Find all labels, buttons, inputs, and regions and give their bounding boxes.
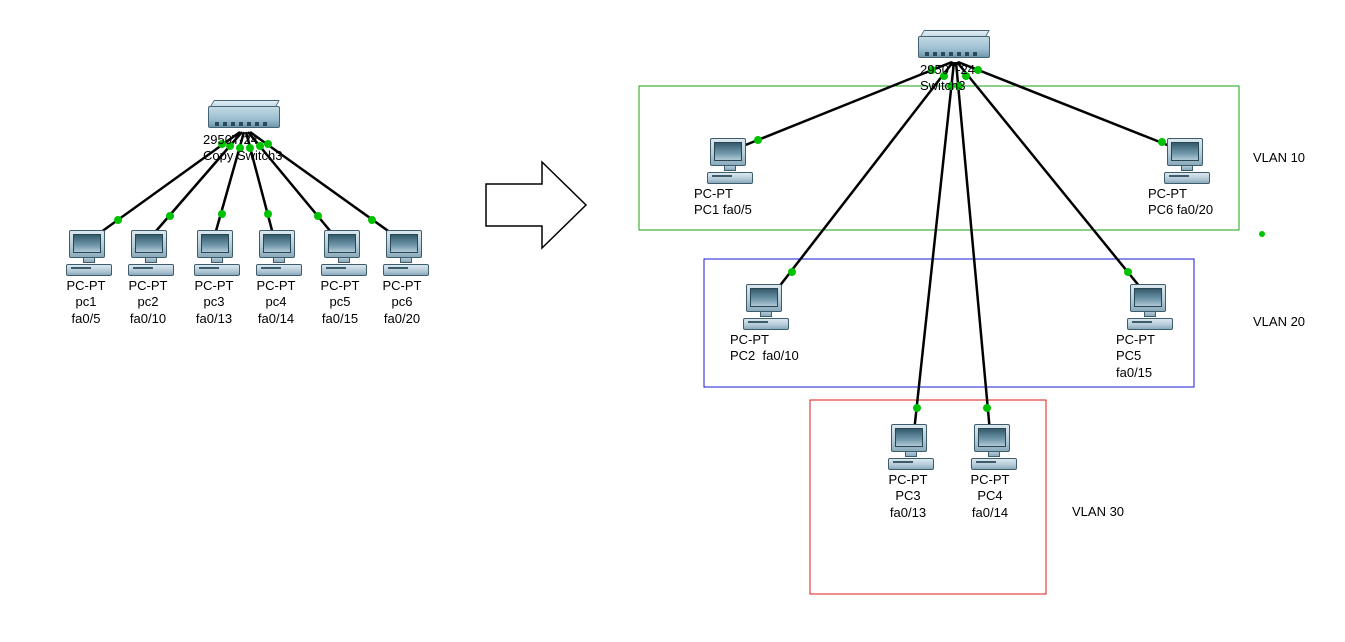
vlan30-text: VLAN 30: [1072, 504, 1124, 519]
right-pc2-label: PC-PT PC2 fa0/10: [730, 332, 799, 365]
left-pc4-icon: [255, 230, 303, 276]
left-pc4-port: fa0/14: [258, 311, 294, 326]
right-pc1-port: fa0/5: [723, 202, 752, 217]
left-pc1-name: pc1: [76, 294, 97, 309]
left-pc4-name: pc4: [266, 294, 287, 309]
stray-dot: [1259, 231, 1265, 237]
right-switch-model: 2950T-24: [920, 62, 975, 77]
right-pc6-label: PC-PT PC6 fa0/20: [1148, 186, 1213, 219]
right-pc6-type: PC-PT: [1148, 186, 1187, 201]
left-pc5-label: PC-PT pc5 fa0/15: [312, 278, 368, 327]
right-pc3-icon: [887, 424, 935, 470]
right-pc3-name: PC3: [895, 488, 920, 503]
left-pc4-type: PC-PT: [257, 278, 296, 293]
right-pc3-label: PC-PT PC3 fa0/13: [876, 472, 940, 521]
right-pc5-icon: [1126, 284, 1174, 330]
left-pc5-name: pc5: [330, 294, 351, 309]
vlan20-label: VLAN 20: [1253, 314, 1305, 330]
left-switch-model: 2950T-24: [203, 132, 258, 147]
left-pc5-type: PC-PT: [321, 278, 360, 293]
right-pc5-label: PC-PT PC5 fa0/15: [1116, 332, 1155, 381]
right-pc1-icon: [706, 138, 754, 184]
left-pc3-icon: [193, 230, 241, 276]
left-pc3-type: PC-PT: [195, 278, 234, 293]
left-pc4-label: PC-PT pc4 fa0/14: [248, 278, 304, 327]
left-pc6-label: PC-PT pc6 fa0/20: [374, 278, 430, 327]
vlan30-label: VLAN 30: [1072, 504, 1124, 520]
vlan10-text: VLAN 10: [1253, 150, 1305, 165]
left-pc1-type: PC-PT: [67, 278, 106, 293]
right-pc2-type: PC-PT: [730, 332, 769, 347]
right-pc3-port: fa0/13: [890, 505, 926, 520]
right-pc4-icon: [970, 424, 1018, 470]
left-pc3-label: PC-PT pc3 fa0/13: [186, 278, 242, 327]
arrow: [486, 162, 586, 248]
left-pc2-port: fa0/10: [130, 311, 166, 326]
right-pc3-type: PC-PT: [889, 472, 928, 487]
right-pc2-name: PC2: [730, 348, 755, 363]
right-switch-icon: [918, 36, 988, 64]
left-pc2-type: PC-PT: [129, 278, 168, 293]
right-pc1-name: PC1: [694, 202, 719, 217]
left-switch-icon: [208, 106, 278, 134]
right-pc1-type: PC-PT: [694, 186, 733, 201]
right-pc6-icon: [1163, 138, 1211, 184]
left-pc5-icon: [320, 230, 368, 276]
right-links: [738, 62, 1180, 432]
left-switch-name: Copy Switch3: [203, 148, 282, 163]
left-pc3-port: fa0/13: [196, 311, 232, 326]
right-switch-name: Switch3: [920, 78, 966, 93]
left-pc2-label: PC-PT pc2 fa0/10: [120, 278, 176, 327]
right-pc5-name: PC5: [1116, 348, 1141, 363]
left-pc6-port: fa0/20: [384, 311, 420, 326]
left-pc2-name: pc2: [138, 294, 159, 309]
right-pc4-name: PC4: [977, 488, 1002, 503]
right-pc5-type: PC-PT: [1116, 332, 1155, 347]
right-pc2-icon: [742, 284, 790, 330]
right-pc5-port: fa0/15: [1116, 365, 1152, 380]
left-pc6-name: pc6: [392, 294, 413, 309]
vlan10-label: VLAN 10: [1253, 150, 1305, 166]
left-switch-label: 2950T-24 Copy Switch3: [203, 132, 282, 165]
left-pc3-name: pc3: [204, 294, 225, 309]
vlan20-text: VLAN 20: [1253, 314, 1305, 329]
right-switch-label: 2950T-24 Switch3: [920, 62, 975, 95]
diagram-canvas: 2950T-24 Copy Switch3 PC-PT pc1 fa0/5 PC…: [0, 0, 1345, 642]
left-pc1-label: PC-PT pc1 fa0/5: [58, 278, 114, 327]
left-pc2-icon: [127, 230, 175, 276]
right-pc6-name: PC6: [1148, 202, 1173, 217]
right-pc4-type: PC-PT: [971, 472, 1010, 487]
left-pc6-type: PC-PT: [383, 278, 422, 293]
right-pc2-port: fa0/10: [763, 348, 799, 363]
left-pc1-port: fa0/5: [72, 311, 101, 326]
left-pc6-icon: [382, 230, 430, 276]
left-pc1-icon: [65, 230, 113, 276]
right-pc1-label: PC-PT PC1 fa0/5: [694, 186, 752, 219]
right-pc4-label: PC-PT PC4 fa0/14: [958, 472, 1022, 521]
right-pc6-port: fa0/20: [1177, 202, 1213, 217]
left-pc5-port: fa0/15: [322, 311, 358, 326]
right-pc4-port: fa0/14: [972, 505, 1008, 520]
